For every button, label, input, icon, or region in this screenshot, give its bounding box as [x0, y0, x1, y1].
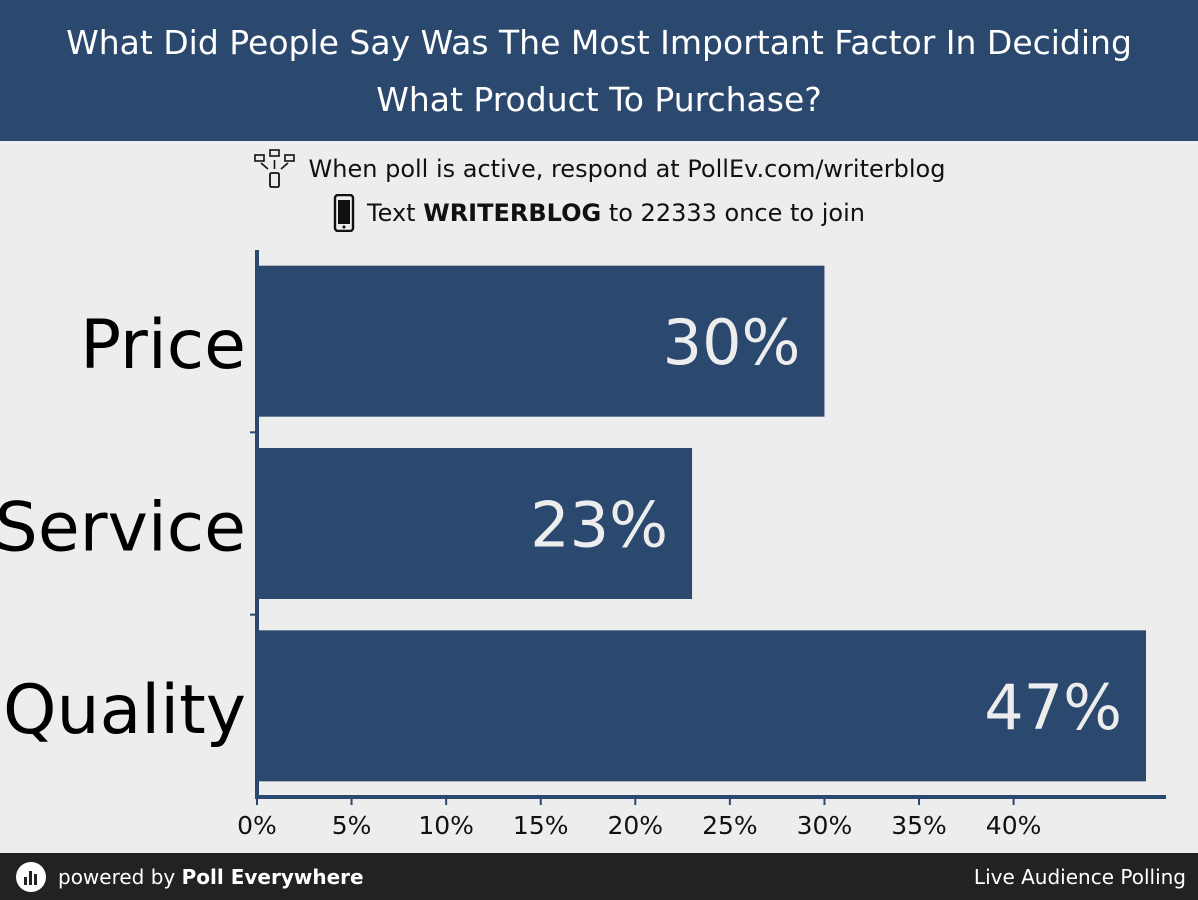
x-tick-label: 5% — [332, 811, 372, 840]
footer-brand[interactable]: powered by Poll Everywhere — [16, 861, 364, 892]
poll-everywhere-logo-icon — [16, 861, 46, 892]
powered-prefix: powered by — [58, 864, 176, 889]
x-tick-label: 20% — [608, 811, 664, 840]
web-instruction-text: When poll is active, respond at PollEv.c… — [308, 155, 946, 183]
devices-icon — [253, 149, 295, 188]
bar-chart: 30% Price 23% Service 47% Quality 0% 5% 10% 15% 20… — [0, 250, 1166, 840]
header-banner: What Did People Say Was The Most Importa… — [0, 0, 1198, 141]
x-tick-label: 10% — [418, 811, 474, 840]
bar-price — [257, 265, 825, 417]
bar-service — [257, 448, 693, 599]
web-instruction: When poll is active, respond at PollEv.c… — [0, 147, 1198, 191]
page-title: What Did People Say Was The Most Importa… — [66, 22, 1132, 119]
x-tick-label: 35% — [891, 811, 947, 840]
category-label: Price — [80, 306, 246, 385]
category-label: Service — [0, 489, 246, 568]
sms-keyword: WRITERBLOG — [423, 199, 602, 227]
bar-value-label: 30% — [663, 306, 801, 379]
x-tick-label: 30% — [797, 811, 853, 840]
footer-bar: powered by Poll Everywhere Live Audience… — [0, 853, 1198, 900]
powered-by-text: powered by Poll Everywhere — [58, 865, 364, 889]
x-tick-label: 0% — [237, 811, 277, 840]
x-tick-label: 40% — [986, 811, 1042, 840]
sms-suffix: to 22333 once to join — [608, 199, 865, 227]
brand-name: Poll Everywhere — [181, 864, 364, 889]
x-tick-label: 15% — [513, 811, 569, 840]
footer-tagline: Live Audience Polling — [973, 864, 1186, 889]
sms-prefix: Text — [367, 199, 416, 227]
x-tick-label: 25% — [702, 811, 758, 840]
category-label: Quality — [3, 671, 246, 750]
response-instructions: When poll is active, respond at PollEv.c… — [0, 147, 1198, 235]
bar-value-label: 47% — [984, 671, 1122, 744]
sms-instruction: Text WRITERBLOG to 22333 once to join — [0, 191, 1198, 235]
bar-value-label: 23% — [530, 489, 668, 562]
bar-quality — [257, 630, 1146, 782]
phone-icon — [333, 194, 355, 232]
